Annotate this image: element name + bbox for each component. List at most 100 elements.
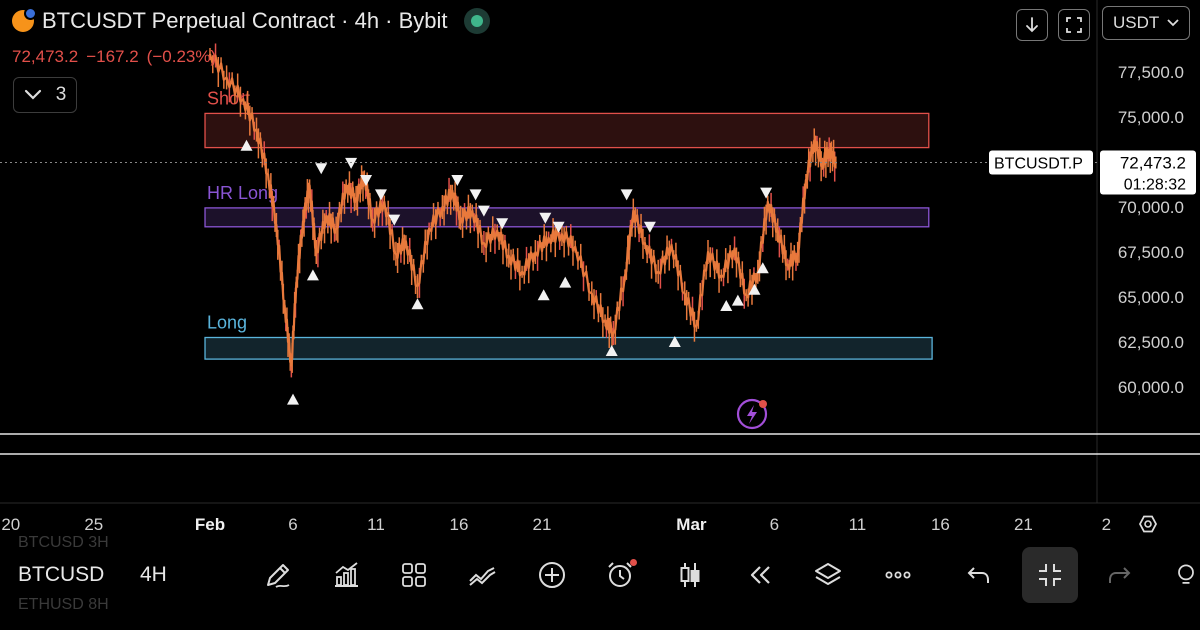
- symbol-selector[interactable]: BTCUSD: [18, 563, 105, 586]
- zone-label: HR Long: [207, 183, 278, 203]
- sell-signal-marker: [643, 221, 656, 233]
- x-tick-label: 20: [1, 515, 20, 534]
- last-price: 72,473.2: [12, 47, 79, 66]
- x-tick-label: 16: [450, 515, 469, 534]
- buy-signal-marker: [287, 393, 299, 405]
- arrow-down-icon: [1026, 17, 1038, 33]
- trend-lines-icon: [469, 567, 496, 586]
- chevron-down-icon: [24, 89, 41, 100]
- sell-signal-marker: [552, 221, 565, 233]
- y-tick-label: 70,000.0: [1118, 198, 1184, 217]
- price-series-line: [208, 53, 837, 367]
- add-button[interactable]: [532, 556, 572, 594]
- alarm-clock-icon: [608, 562, 632, 587]
- alert-notification-dot: [630, 559, 637, 566]
- sell-signal-marker: [477, 205, 490, 217]
- bitcoin-logo-icon: [12, 7, 37, 32]
- x-tick-label: 11: [367, 515, 385, 534]
- layers-button[interactable]: [808, 556, 848, 594]
- buy-signal-marker: [720, 300, 733, 311]
- x-tick-label: 25: [84, 515, 103, 534]
- fullscreen-icon: [1066, 17, 1082, 33]
- sell-signal-marker: [469, 189, 482, 201]
- buy-signal-marker: [537, 289, 550, 301]
- redo-icon: [1109, 567, 1131, 583]
- zone-long: [204, 336, 933, 360]
- x-tick-label: Feb: [195, 515, 225, 534]
- sell-signal-marker: [315, 163, 328, 175]
- indicators-button[interactable]: [326, 556, 366, 594]
- x-tick-label: Mar: [676, 515, 707, 534]
- y-tick-label: 75,000.0: [1118, 108, 1184, 127]
- price-change-percent: (−0.23%): [146, 47, 217, 66]
- buy-signal-marker: [559, 276, 572, 288]
- sell-signal-marker: [620, 189, 633, 201]
- collapse-icon: [1039, 564, 1061, 586]
- y-tick-label: 67,500.0: [1118, 243, 1184, 262]
- flash-notification-dot: [759, 400, 767, 408]
- x-tick-label: 21: [1014, 515, 1033, 534]
- x-tick-label: 2: [1102, 515, 1111, 534]
- more-dots-icon: [885, 571, 911, 579]
- redo-button[interactable]: [1100, 556, 1140, 594]
- rewind-icon: [750, 566, 770, 584]
- buy-signal-marker: [668, 336, 681, 347]
- undo-button[interactable]: [958, 556, 998, 594]
- sell-signal-marker: [496, 218, 509, 230]
- currency-select[interactable]: USDT: [1102, 6, 1190, 40]
- layouts-button[interactable]: [394, 556, 434, 594]
- sell-signal-marker: [388, 214, 401, 226]
- download-button[interactable]: [1016, 9, 1048, 41]
- symbol-picker-prev: BTCUSD 3H: [18, 534, 109, 551]
- lightning-icon: [747, 405, 757, 424]
- y-tick-label: 60,000.0: [1118, 378, 1184, 397]
- chart-type-button[interactable]: [670, 556, 710, 594]
- candlestick-icon: [680, 563, 700, 587]
- symbol-tag: BTCUSDT.P: [994, 155, 1083, 172]
- x-tick-label: 21: [533, 515, 552, 534]
- live-status-icon: [463, 8, 490, 34]
- x-tick-label: 6: [770, 515, 779, 534]
- plus-circle-icon: [539, 562, 565, 588]
- alerts-button[interactable]: [600, 556, 640, 594]
- buy-signal-marker: [240, 139, 253, 151]
- active-tool-highlight: [1022, 547, 1078, 603]
- x-tick-label: 6: [288, 515, 297, 534]
- undo-icon: [967, 567, 989, 583]
- ideas-button[interactable]: [1172, 556, 1200, 594]
- symbol-tag-bg: [989, 150, 1093, 175]
- y-tick-label: 65,000.0: [1118, 288, 1184, 307]
- sell-signal-marker: [451, 175, 464, 186]
- sell-signal-marker: [539, 212, 552, 224]
- x-tick-label: 16: [931, 515, 950, 534]
- chevron-down-icon: [1167, 19, 1179, 27]
- sell-signal-marker: [345, 157, 358, 169]
- grid-icon: [402, 563, 426, 587]
- lightbulb-icon: [1178, 564, 1194, 584]
- buy-signal-marker: [731, 294, 744, 306]
- buy-signal-marker: [756, 262, 769, 274]
- exit-fullscreen-button[interactable]: [1030, 556, 1070, 594]
- layers-icon: [815, 563, 841, 585]
- compare-button[interactable]: [462, 556, 502, 594]
- y-tick-label: 77,500.0: [1118, 63, 1184, 82]
- more-button[interactable]: [878, 556, 918, 594]
- fullscreen-button[interactable]: [1058, 9, 1090, 41]
- indicators-collapse-button[interactable]: 3: [13, 77, 77, 113]
- buy-signal-marker: [411, 298, 424, 310]
- currency-value: USDT: [1113, 13, 1160, 32]
- chart-title: BTCUSDT Perpetual Contract · 4h · Bybit: [42, 8, 448, 33]
- zone-short: [204, 112, 930, 149]
- last-price-tag-bg: [1100, 150, 1196, 195]
- sell-signal-marker: [360, 175, 373, 186]
- draw-tool-button[interactable]: [258, 556, 298, 594]
- replay-button[interactable]: [740, 556, 780, 594]
- pen-icon: [267, 564, 290, 588]
- bar-countdown-tag: 01:28:32: [1124, 176, 1186, 193]
- zone-label: Long: [207, 313, 247, 333]
- timeframe-selector[interactable]: 4H: [140, 563, 167, 586]
- price-change: −167.2: [86, 47, 139, 66]
- buy-signal-marker: [748, 283, 761, 295]
- sell-signal-marker: [374, 189, 387, 201]
